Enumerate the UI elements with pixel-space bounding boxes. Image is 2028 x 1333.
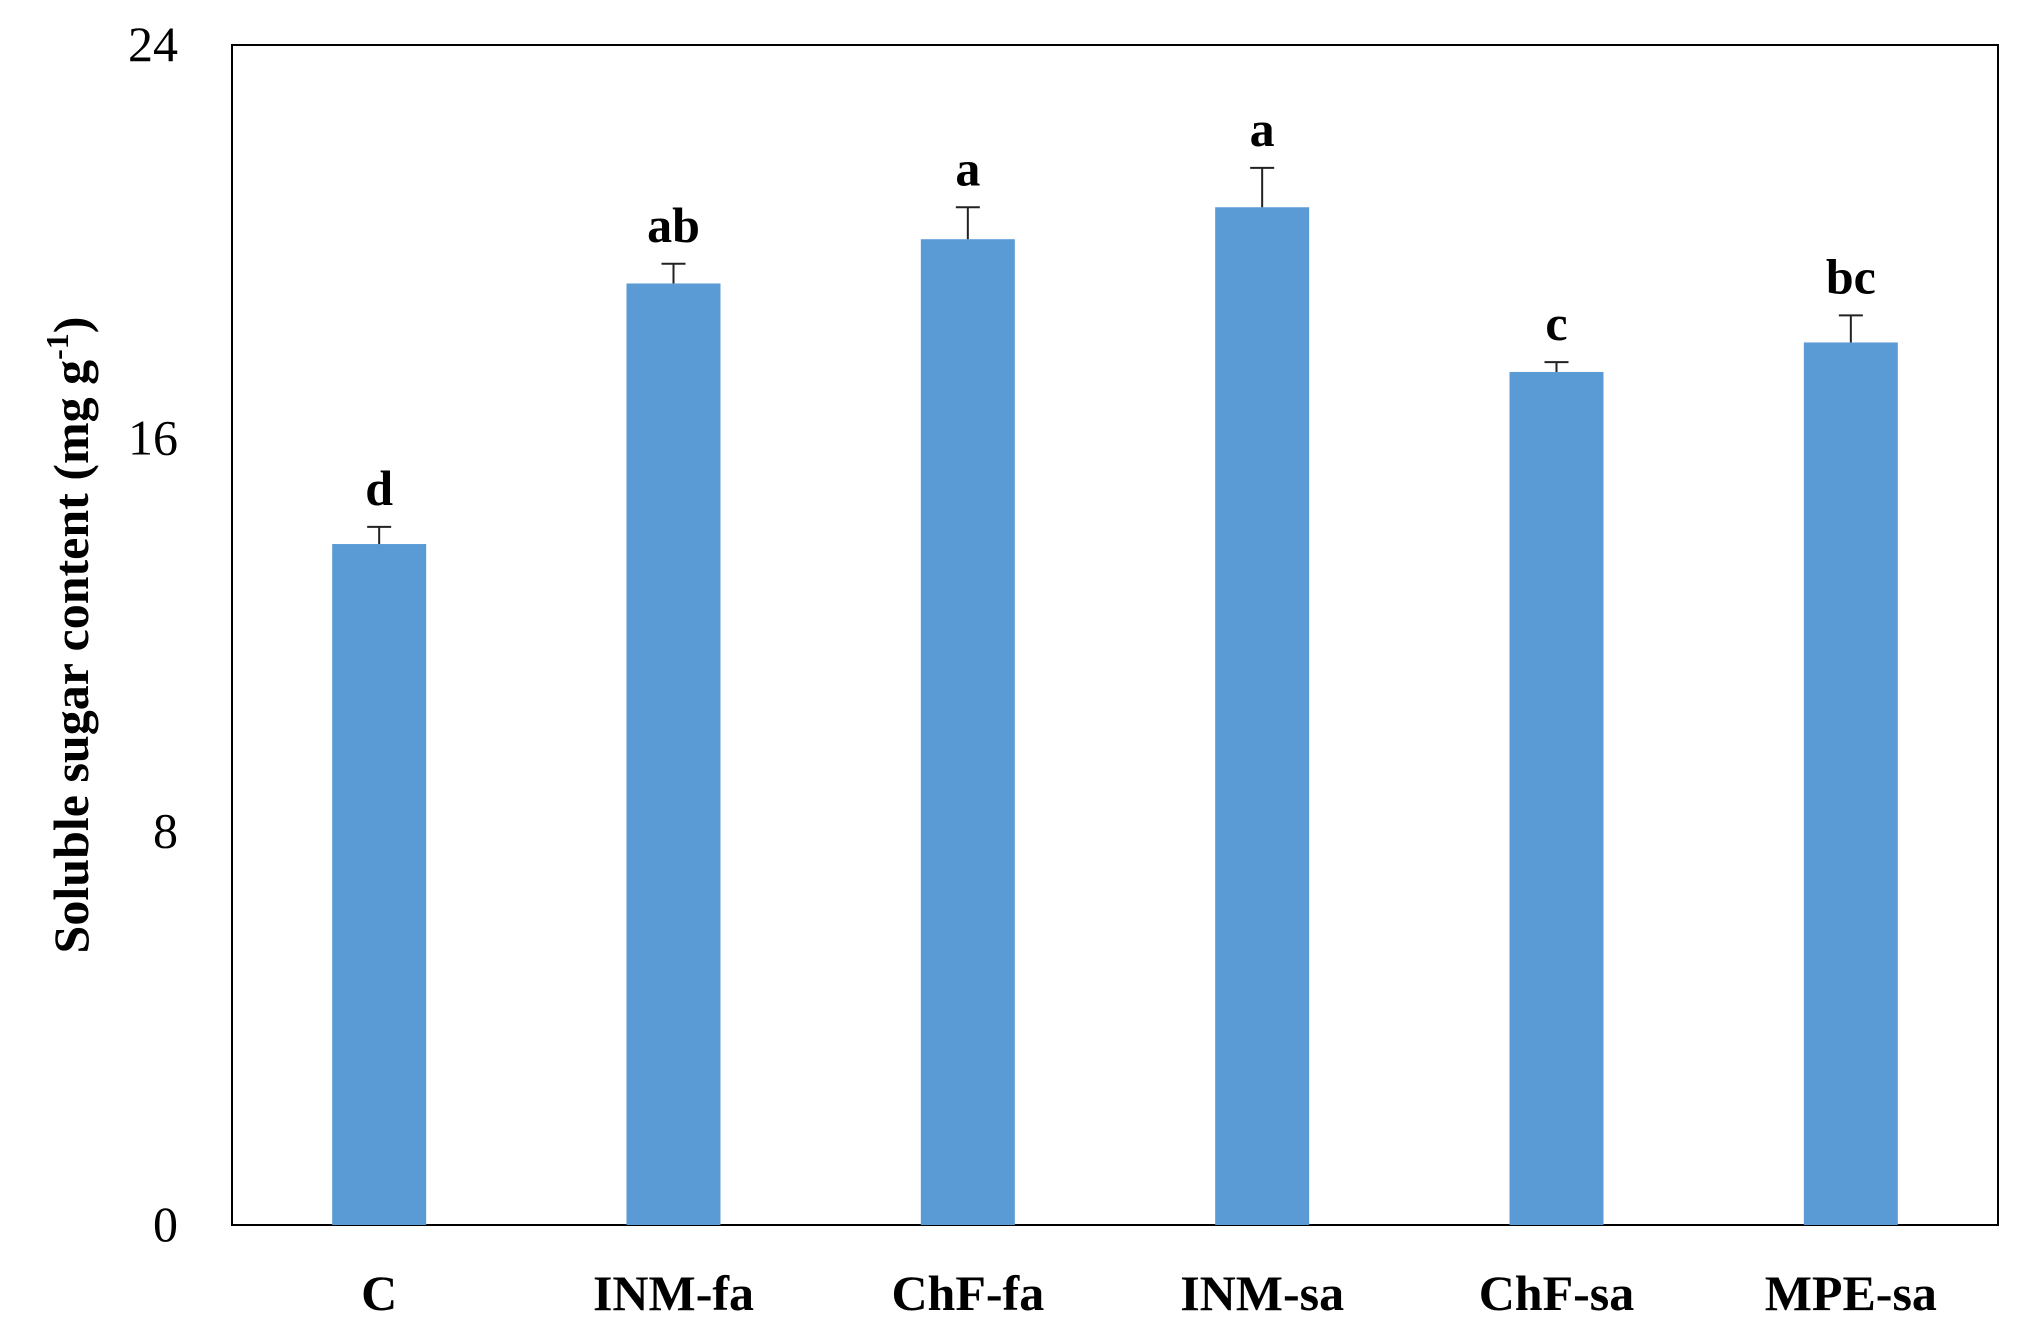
x-axis-category-labels: C INM-fa ChF-fa INM-sa ChF-sa MPE-sa [361,1265,1937,1321]
y-tick-label: 24 [128,16,178,72]
y-tick-label: 16 [128,409,178,465]
error-bars-layer [367,166,1863,545]
error-bar-inm-fa [661,262,686,284]
x-tick-label: INM-sa [1180,1265,1344,1321]
y-axis-ticks: 0 8 16 24 [128,16,178,1252]
bar-chf-sa [1509,371,1604,1225]
significance-letter: ab [647,197,700,253]
x-tick-label: INM-fa [593,1265,754,1321]
x-tick-label: MPE-sa [1765,1265,1937,1321]
bar-c [332,544,427,1225]
y-tick-label: 0 [153,1196,178,1252]
significance-letter: a [955,140,980,196]
x-tick-label: ChF-sa [1479,1265,1635,1321]
y-axis-title-superscript: -1 [39,333,75,360]
significance-letter: a [1250,101,1275,157]
bar-inm-sa [1215,207,1310,1225]
significance-letter: d [365,460,393,516]
bars-layer [332,207,1898,1226]
bar-inm-fa [626,283,721,1225]
error-bar-inm-sa [1250,166,1275,208]
error-bar-chf-fa [955,206,980,240]
error-bar-mpe-sa [1838,314,1863,343]
y-axis-title-main: Soluble sugar content (mg g [43,360,99,954]
bar-mpe-sa [1803,342,1898,1225]
bar-chf-fa [920,239,1015,1226]
plot-area-frame [231,44,1999,1226]
error-bar-c [367,525,392,545]
error-bar-chf-sa [1544,361,1569,372]
y-axis-title: Soluble sugar content (mg g-1) [39,317,99,954]
y-tick-label: 8 [153,803,178,859]
significance-letter: bc [1826,248,1876,304]
y-axis-title-close: ) [43,317,99,334]
x-tick-label: C [361,1265,397,1321]
significance-letters: d ab a a c bc [365,101,1876,516]
x-tick-label: ChF-fa [891,1265,1044,1321]
significance-letter: c [1545,295,1567,351]
